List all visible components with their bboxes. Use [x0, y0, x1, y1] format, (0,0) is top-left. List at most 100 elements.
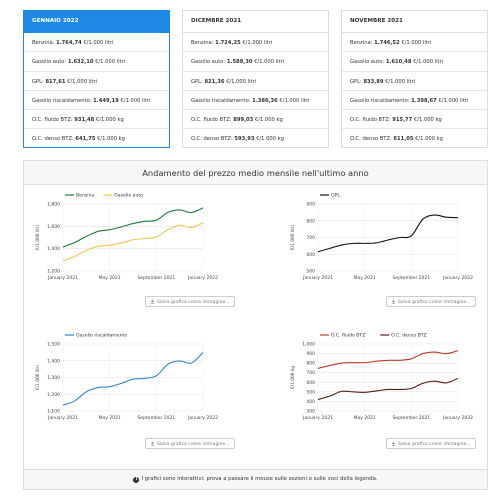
y-tick-label: 1,200 [47, 392, 60, 398]
save-chart-button[interactable]: Salva grafico come immagine... [145, 438, 235, 449]
y-tick-label: 700 [306, 370, 315, 376]
series-line [62, 207, 204, 248]
price-row: Gasolio auto: 1.610,48 €/1.000 litri [342, 52, 487, 72]
fuel-label: GPL: [191, 78, 205, 85]
price-row: Gasolio riscaldamento: 1.449,19 €/1.000 … [24, 91, 169, 111]
legend-label: GPL [331, 193, 340, 199]
save-chart-button[interactable]: Salva grafico come immagine... [145, 296, 235, 307]
x-tick-label: September 2021 [137, 275, 175, 281]
price-unit: €/1.000 kg [95, 136, 125, 143]
chart-svg[interactable]: 1,100 1,200 1,300 1,400 1,500 January 2021 May… [31, 333, 218, 429]
price-value: 833,89 [363, 78, 384, 85]
series-line [62, 222, 204, 262]
price-unit: €/1.000 litri [399, 40, 432, 46]
y-tick-label: 900 [306, 202, 315, 208]
price-row: O.C. fluido BTZ: 915,77 €/1.000 kg [342, 110, 487, 130]
price-row: O.C. fluido BTZ: 931,48 €/1.000 kg [24, 110, 169, 130]
y-tick-label: 600 [306, 252, 315, 258]
month-card[interactable]: NOVEMBRE 2021 Benzina: 1.746,52 €/1.000 l… [341, 10, 488, 148]
x-tick-label: January 2021 [47, 415, 78, 421]
fuel-label: Gasolio riscaldamento: [32, 97, 94, 104]
fuel-label: Benzina: [191, 40, 216, 46]
fuel-label: GPL: [32, 78, 46, 85]
card-title: DICEMBRE 2021 [183, 11, 328, 33]
fuel-label: O.C. fluido BTZ: [32, 117, 75, 124]
fuel-label: Gasolio riscaldamento: [191, 97, 253, 104]
y-tick-label: 800 [306, 361, 315, 367]
series-line [317, 377, 459, 401]
month-card[interactable]: GENNAIO 2022 Benzina: 1.764,74 €/1.000 li… [23, 10, 170, 148]
y-tick-label: 1,800 [47, 202, 60, 208]
card-title: NOVEMBRE 2021 [342, 11, 487, 33]
y-tick-label: 1,500 [47, 342, 60, 348]
price-value: 1.386,36 [252, 97, 278, 104]
x-tick-label: May 2021 [354, 275, 376, 281]
fuel-label: O.C. fluido BTZ: [191, 117, 234, 124]
card-title: GENNAIO 2022 [24, 11, 169, 33]
price-value: 641,75 [75, 136, 96, 143]
y-tick-label: 500 [306, 389, 315, 395]
x-tick-label: September 2021 [392, 415, 430, 421]
save-chart-label: Salva grafico come immagine... [157, 442, 230, 447]
legend-label: Benzina [76, 193, 94, 199]
fuel-label: O.C. denso BTZ: [350, 136, 394, 143]
save-chart-button[interactable]: Salva grafico come immagine... [386, 296, 476, 307]
x-tick-label: May 2021 [99, 275, 121, 281]
y-axis-label: €/1.000 litri [35, 225, 41, 250]
chart-oc-btz[interactable]: 300 400 500 600 700 800 900 1,000 January 2021 Ma… [286, 333, 473, 424]
chart-benzina-gasolio[interactable]: 1,200 1,400 1,600 1,800 January 2021 May 2021… [31, 193, 218, 284]
price-row: Benzina: 1.724,25 €/1.000 litri [183, 33, 328, 53]
price-unit: €/1.000 kg [254, 136, 284, 143]
price-row: O.C. fluido BTZ: 899,03 €/1.000 kg [183, 110, 328, 130]
month-card[interactable]: DICEMBRE 2021 Benzina: 1.724,25 €/1.000 l… [182, 10, 329, 148]
legend-label: O.C. fluido BTZ [331, 333, 365, 339]
price-unit: €/1.000 litri [383, 78, 416, 85]
price-unit: €/1.000 kg [413, 136, 443, 143]
price-unit: €/1.000 litri [252, 59, 285, 66]
price-value: 1.589,30 [226, 59, 253, 66]
price-unit: €/1.000 litri [93, 59, 126, 66]
price-value: 593,93 [234, 136, 255, 143]
price-unit: €/1.000 kg [253, 117, 283, 124]
fuel-label: Benzina: [350, 40, 375, 46]
price-unit: €/1.000 litri [118, 97, 151, 104]
download-icon [391, 441, 396, 446]
x-tick-label: September 2021 [392, 275, 430, 281]
info-icon: i [133, 477, 140, 483]
download-icon [150, 441, 155, 446]
price-unit: €/1.000 litri [81, 40, 114, 46]
chart-svg[interactable]: 1,200 1,400 1,600 1,800 January 2021 May 2021… [31, 193, 218, 289]
y-tick-label: 1,300 [47, 375, 60, 381]
save-chart-label: Salva grafico come immagine... [157, 300, 230, 305]
chart-gasolio-riscaldamento[interactable]: 1,100 1,200 1,300 1,400 1,500 January 2021 May… [31, 333, 218, 424]
chart-svg[interactable]: 300 400 500 600 700 800 900 1,000 January 2021 Ma… [286, 333, 473, 429]
chart-gpl[interactable]: 500 600 700 800 900 January 2021 May 2021 Septe… [286, 193, 473, 284]
price-row: Benzina: 1.746,52 €/1.000 litri [342, 33, 487, 53]
y-tick-label: 300 [306, 409, 315, 415]
y-axis-label: €/1.000 litri [35, 365, 41, 390]
fuel-label: Gasolio auto: [191, 59, 227, 66]
series-line [62, 352, 204, 406]
price-unit: €/1.000 litri [65, 78, 98, 85]
price-unit: €/1.000 litri [240, 40, 273, 46]
price-row: GPL: 833,89 €/1.000 litri [342, 72, 487, 91]
price-value: 915,77 [392, 117, 413, 124]
legend-label: Gasolio auto [114, 193, 143, 199]
price-unit: €/1.000 litri [277, 97, 310, 104]
save-chart-label: Salva grafico come immagine... [398, 300, 471, 305]
price-unit: €/1.000 kg [412, 117, 442, 124]
y-axis-label: €/1.000 kg [290, 366, 296, 389]
chart-svg[interactable]: 500 600 700 800 900 January 2021 May 2021 Septe… [286, 193, 473, 289]
price-value: 931,48 [74, 117, 95, 124]
price-row: Gasolio auto: 1.632,10 €/1.000 litri [24, 52, 169, 72]
x-tick-label: January 2022 [442, 275, 473, 281]
fuel-label: O.C. denso BTZ: [32, 136, 76, 143]
x-tick-label: January 2021 [302, 415, 333, 421]
y-tick-label: 1,400 [47, 246, 60, 252]
save-chart-button[interactable]: Salva grafico come immagine... [386, 438, 476, 449]
price-value: 611,05 [393, 136, 414, 143]
price-row: Gasolio auto: 1.589,30 €/1.000 litri [183, 52, 328, 72]
price-unit: €/1.000 kg [94, 117, 124, 124]
y-tick-label: 1,100 [47, 409, 60, 415]
